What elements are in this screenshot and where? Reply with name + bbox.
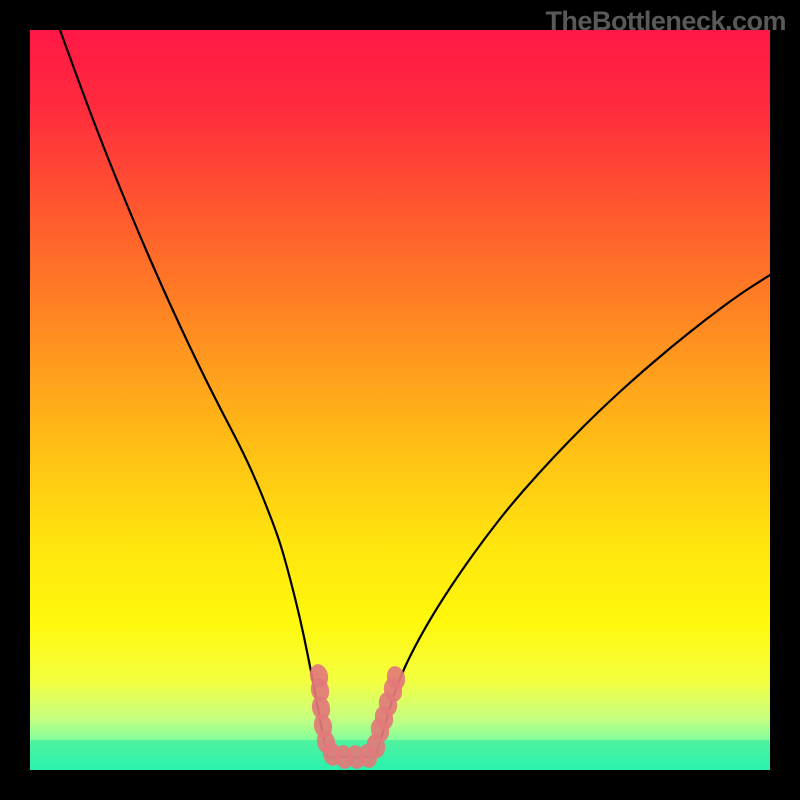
data-markers: [30, 30, 770, 770]
watermark-text: TheBottleneck.com: [545, 6, 786, 37]
chart-root: TheBottleneck.com: [0, 0, 800, 800]
plot-area: [30, 30, 770, 770]
